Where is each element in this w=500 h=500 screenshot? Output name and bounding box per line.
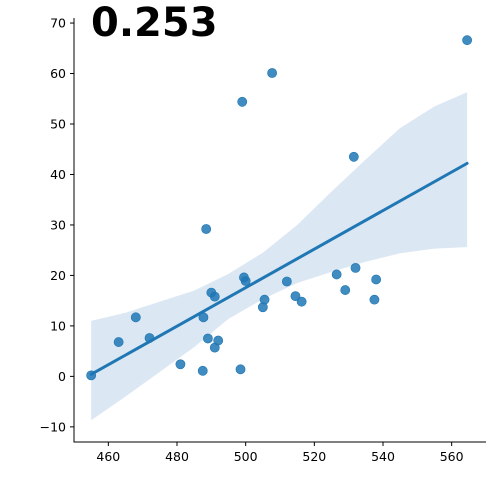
x-tick-label: 540 [371,449,395,464]
data-point [198,312,209,323]
data-point [213,335,224,346]
y-tick-label: 50 [50,117,66,132]
data-point [290,291,301,302]
data-point [259,294,270,305]
x-tick-label: 460 [96,449,120,464]
y-tick-label: 60 [50,66,66,81]
regression-line [89,161,469,376]
data-point [296,296,307,307]
data-point [197,365,208,376]
x-tick-label: 520 [302,449,326,464]
data-point [86,370,97,381]
data-point [237,96,248,107]
y-tick-label: 0 [58,369,66,384]
data-point [130,312,141,323]
y-tick-label: −10 [40,419,66,434]
data-point [369,294,380,305]
y-tick-label: 20 [50,268,66,283]
x-tick-label: 480 [165,449,189,464]
data-point [144,333,155,343]
data-point [348,151,359,162]
chart-title: 0.253 [91,0,218,46]
data-point [462,35,473,46]
y-tick-label: 30 [50,217,66,232]
data-point [331,269,342,280]
data-point [113,337,124,347]
y-tick-label: 10 [50,318,66,333]
data-point [371,274,382,285]
data-point [267,68,278,78]
data-point [340,285,351,295]
confidence-band-layer [91,92,468,421]
data-point [240,276,251,286]
data-point [235,364,246,375]
y-tick-label: 40 [50,167,66,182]
x-tick-label: 560 [440,449,464,464]
data-point [281,276,292,287]
confidence-band [91,92,468,421]
data-point [201,224,212,234]
y-tick-label: 70 [50,16,66,31]
data-point [209,291,220,302]
data-point [350,262,361,273]
x-tick-label: 500 [234,449,258,464]
regression-line-layer [89,161,469,376]
scatter-points-layer [86,35,473,381]
data-point [202,333,213,344]
axes: 460 480 500 520 540 560 −10 0 10 20 30 40 50 60 70 [40,16,486,464]
data-point [175,359,186,370]
